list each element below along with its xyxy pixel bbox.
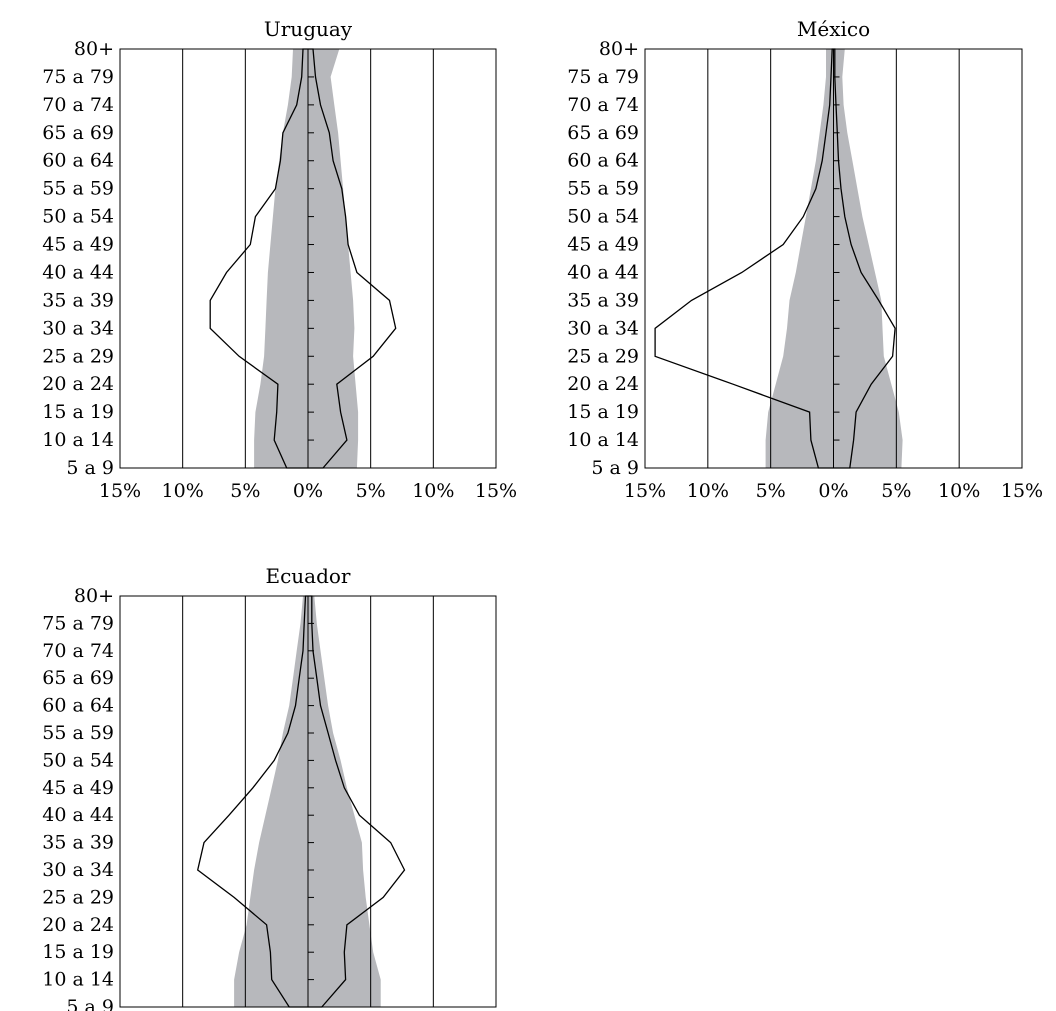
y-tick-label: 55 a 59 (42, 722, 114, 744)
y-tick-label: 80+ (599, 38, 639, 60)
x-tick-label: 0% (818, 480, 848, 502)
y-tick-label: 10 a 14 (42, 969, 114, 991)
x-tick-label: 0% (293, 480, 323, 502)
x-tick-label: 5% (756, 480, 786, 502)
y-tick-label: 40 a 44 (42, 804, 114, 826)
x-tick-label: 10% (412, 480, 454, 502)
x-tick-label: 10% (162, 480, 204, 502)
y-tick-label: 75 a 79 (42, 66, 114, 88)
x-tick-label: 15% (475, 480, 517, 502)
x-tick-label: 15% (624, 480, 666, 502)
y-tick-label: 65 a 69 (42, 667, 114, 689)
pyramid-mexico: 5 a 9 10 a 14 15 a 19 20 a 24 25 a 29 30 a 34… (567, 17, 1043, 502)
x-tick-label: 10% (938, 480, 980, 502)
y-tick-label: 55 a 59 (42, 178, 114, 200)
y-tick-label: 5 a 9 (591, 457, 639, 479)
x-tick-label: 5% (230, 480, 260, 502)
y-tick-label: 5 a 9 (66, 457, 114, 479)
y-tick-label: 30 a 34 (567, 317, 639, 339)
y-tick-label: 25 a 29 (567, 345, 639, 367)
y-tick-label: 15 a 19 (567, 401, 639, 423)
y-tick-label: 70 a 74 (42, 640, 114, 662)
y-tick-label: 65 a 69 (567, 122, 639, 144)
outline-series (209, 48, 397, 469)
y-tick-label: 20 a 24 (42, 373, 114, 395)
chart-title: Uruguay (264, 17, 353, 41)
x-tick-label: 5% (356, 480, 386, 502)
y-tick-label: 5 a 9 (66, 996, 114, 1011)
y-tick-label: 35 a 39 (42, 289, 114, 311)
y-tick-label: 40 a 44 (42, 261, 114, 283)
x-tick-label: 5% (881, 480, 911, 502)
y-tick-label: 35 a 39 (567, 289, 639, 311)
y-tick-label: 50 a 54 (567, 206, 639, 228)
y-tick-label: 70 a 74 (42, 94, 114, 116)
outline-series (654, 48, 896, 469)
y-tick-label: 70 a 74 (567, 94, 639, 116)
shaded-area-series (234, 596, 381, 1007)
y-tick-label: 30 a 34 (42, 317, 114, 339)
y-tick-label: 80+ (74, 38, 114, 60)
y-tick-label: 50 a 54 (42, 749, 114, 771)
x-tick-label: 10% (687, 480, 729, 502)
y-tick-label: 80+ (74, 585, 114, 607)
y-tick-label: 25 a 29 (42, 886, 114, 908)
y-tick-label: 65 a 69 (42, 122, 114, 144)
y-tick-label: 20 a 24 (567, 373, 639, 395)
y-tick-label: 45 a 49 (42, 777, 114, 799)
y-tick-label: 15 a 19 (42, 401, 114, 423)
y-tick-label: 75 a 79 (567, 66, 639, 88)
y-tick-label: 10 a 14 (567, 429, 639, 451)
y-tick-label: 60 a 64 (42, 695, 114, 717)
y-tick-label: 10 a 14 (42, 429, 114, 451)
shaded-area-series (765, 49, 903, 468)
outline-series (196, 595, 406, 1008)
y-tick-label: 35 a 39 (42, 832, 114, 854)
y-tick-label: 15 a 19 (42, 941, 114, 963)
pyramid-uruguay: 5 a 9 10 a 14 15 a 19 20 a 24 25 a 29 30 a 34… (42, 17, 517, 502)
y-tick-label: 25 a 29 (42, 345, 114, 367)
y-tick-label: 60 a 64 (42, 150, 114, 172)
y-tick-label: 45 a 49 (42, 234, 114, 256)
x-tick-label: 15% (99, 480, 141, 502)
y-tick-label: 30 a 34 (42, 859, 114, 881)
chart-title: Ecuador (265, 564, 350, 588)
x-tick-label: 15% (1001, 480, 1043, 502)
y-tick-label: 50 a 54 (42, 206, 114, 228)
y-tick-label: 40 a 44 (567, 261, 639, 283)
chart-title: México (797, 17, 870, 41)
y-tick-label: 55 a 59 (567, 178, 639, 200)
pyramid-ecuador: 5 a 9 10 a 14 15 a 19 20 a 24 25 a 29 30 a 34… (42, 564, 497, 1011)
y-tick-label: 60 a 64 (567, 150, 639, 172)
y-tick-label: 45 a 49 (567, 234, 639, 256)
shaded-area-series (254, 49, 359, 468)
y-tick-label: 75 a 79 (42, 612, 114, 634)
y-tick-label: 20 a 24 (42, 914, 114, 936)
